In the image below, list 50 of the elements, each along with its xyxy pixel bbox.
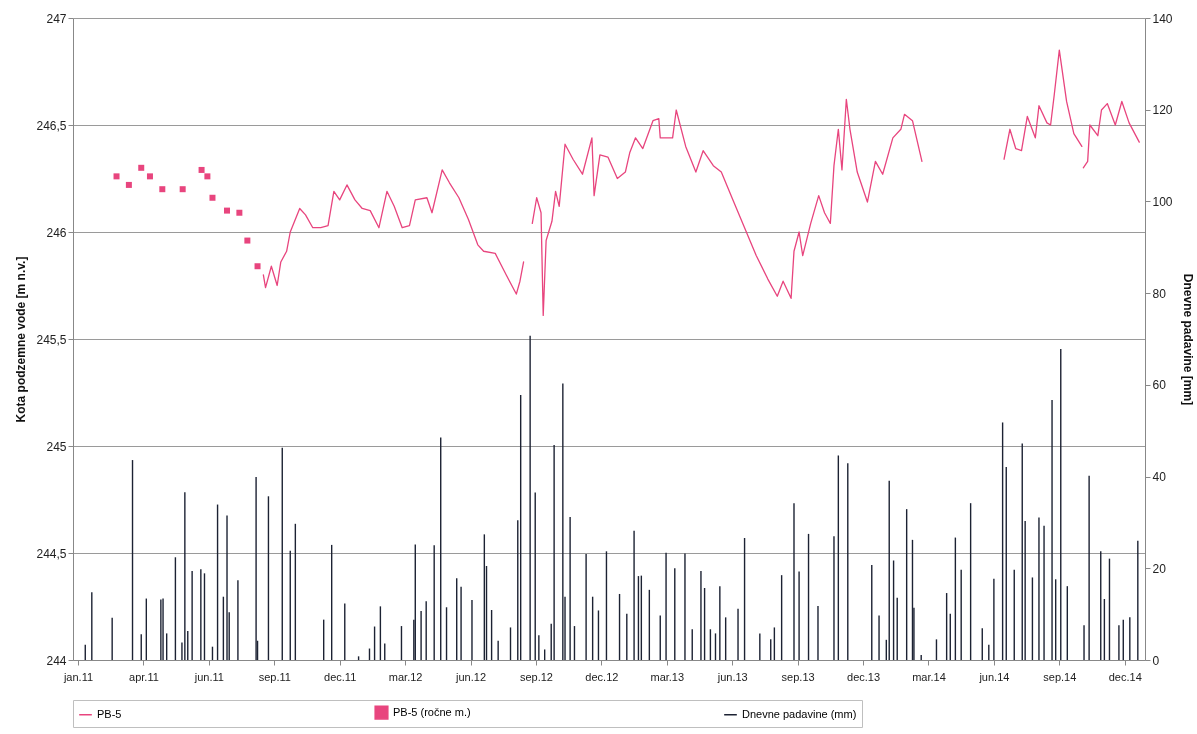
legend-label: Dnevne padavine (mm) [742,707,857,720]
point [204,173,211,180]
x-tick-label: mar.13 [650,670,685,683]
point [198,166,205,173]
x-tick-label: apr.11 [129,670,159,683]
point [244,237,251,244]
y2-tick-label: 60 [1152,378,1167,393]
y2-tick-label: 0 [1152,653,1160,668]
y2-tick-label: 140 [1152,11,1173,26]
y2-tick-label: 100 [1152,194,1173,209]
y-tick-label: 247 [46,11,67,26]
x-tick-label: jan.11 [62,670,94,683]
y2-tick-label: 120 [1152,103,1173,118]
x-tick-label: mar.14 [912,670,946,683]
point [113,173,120,180]
x-tick-label: dec.12 [585,670,619,683]
point [146,173,153,180]
y-tick-label: 245 [46,439,67,454]
point [138,164,145,171]
x-tick-label: mar.12 [388,670,423,683]
point [224,207,231,214]
y2-tick-label: 40 [1152,470,1167,485]
x-tick-label: dec.11 [324,670,357,683]
y2-tick-label: 20 [1152,561,1167,576]
x-tick-label: sep.11 [258,670,291,683]
y-tick-label: 244 [46,653,67,668]
y-axis-title: Kota podzemne vode [m n.v.] [14,256,29,423]
x-tick-label: sep.13 [781,670,815,683]
x-tick-label: sep.12 [519,670,553,683]
y-tick-label: 246,5 [36,118,67,133]
x-tick-label: jun.11 [193,670,224,683]
x-tick-label: jun.14 [978,670,1010,683]
legend-label: PB-5 [97,707,122,720]
x-tick-label: jun.13 [716,670,748,683]
x-tick-label: sep.14 [1043,670,1077,683]
x-tick-label: jun.12 [455,670,487,683]
y2-tick-label: 80 [1152,286,1167,301]
legend-label: PB-5 (ročne m.) [393,705,471,718]
point [179,186,186,193]
y-tick-label: 246 [46,225,67,240]
point [159,186,166,193]
y2-axis-title: Dnevne padavine [mm] [1180,273,1195,406]
point [236,209,243,216]
point [254,263,261,270]
y-tick-label: 245,5 [36,332,67,347]
point [209,194,216,201]
x-tick-label: dec.14 [1108,670,1142,683]
y-tick-label: 244,5 [36,546,67,561]
x-tick-label: dec.13 [847,670,881,683]
point [125,181,132,188]
